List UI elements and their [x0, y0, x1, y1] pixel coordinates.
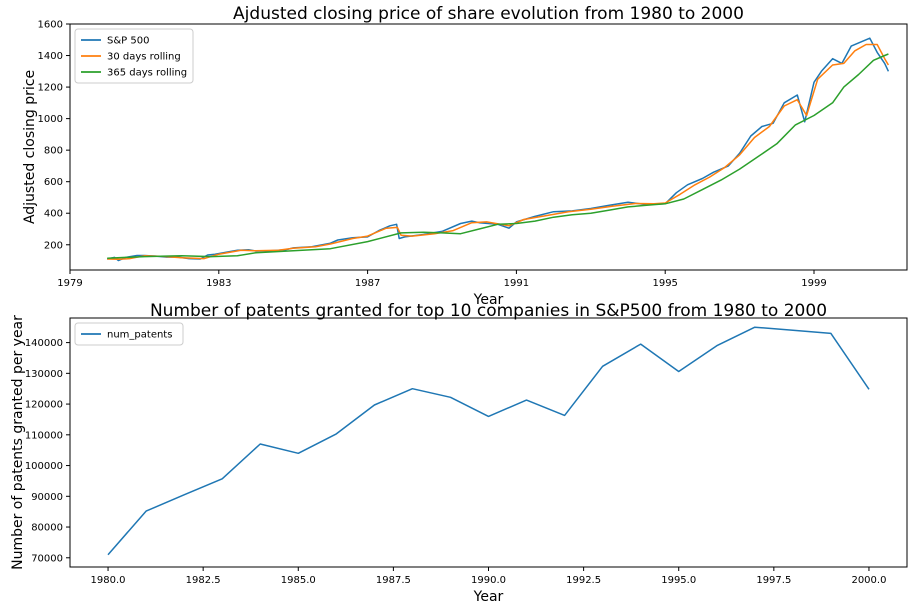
patents-chart-legend: num_patents [75, 323, 183, 345]
patents-chart-series [108, 327, 869, 555]
patents-chart-x-tick-label: 1990.0 [471, 575, 506, 586]
patents-chart-x-axis-label: Year [473, 589, 504, 605]
patents-chart-y-axis-label: Number of patents granted per year [10, 315, 26, 570]
patents-chart-x-tick-label: 1985.0 [281, 575, 316, 586]
price-chart-x-tick-label: 1983 [206, 278, 231, 289]
price-chart-y-tick-label: 400 [44, 209, 63, 220]
price-chart-x-tick-label: 1991 [504, 278, 529, 289]
price-chart-y-tick-label: 200 [44, 240, 63, 251]
price-chart-legend-label-3: 365 days rolling [107, 68, 187, 79]
price-chart-frame [70, 24, 907, 270]
price-chart-series-line-1 [107, 38, 888, 260]
price-chart: Ajdusted closing price of share evolutio… [22, 4, 907, 308]
price-chart-y-axis-label: Adjusted closing price [22, 70, 38, 224]
price-chart-y-tick-label: 1200 [38, 83, 63, 94]
patents-chart-series-line-1 [108, 327, 869, 555]
patents-chart: Number of patents granted for top 10 com… [10, 301, 907, 605]
patents-chart-x-tick-label: 1982.5 [186, 575, 221, 586]
price-chart-series [107, 38, 888, 260]
price-chart-y-tick-label: 600 [44, 177, 63, 188]
patents-chart-ticks: 1980.0 1982.5 1985.0 1987.5 1990.0 1992.5 1995… [25, 338, 887, 586]
patents-chart-y-tick-label: 130000 [25, 369, 63, 380]
patents-chart-legend-label-1: num_patents [107, 330, 172, 341]
patents-chart-x-tick-label: 1992.5 [566, 575, 601, 586]
price-chart-title: Ajdusted closing price of share evolutio… [233, 4, 744, 24]
price-chart-x-tick-label: 1987 [355, 278, 380, 289]
price-chart-series-line-3 [107, 54, 888, 258]
patents-chart-frame [70, 318, 907, 567]
patents-chart-y-tick-label: 70000 [31, 553, 63, 564]
patents-chart-y-tick-label: 80000 [31, 523, 63, 534]
price-chart-x-tick-label: 1979 [57, 278, 82, 289]
price-chart-series-line-2 [107, 45, 888, 260]
price-chart-y-tick-label: 800 [44, 146, 63, 157]
patents-chart-y-tick-label: 90000 [31, 492, 63, 503]
patents-chart-x-tick-label: 1997.5 [756, 575, 791, 586]
price-chart-y-tick-label: 1000 [38, 114, 63, 125]
price-chart-legend-label-2: 30 days rolling [107, 52, 181, 63]
price-chart-x-tick-label: 1995 [652, 278, 677, 289]
price-chart-legend-label-1: S&P 500 [107, 36, 149, 47]
price-chart-legend: S&P 500 30 days rolling 365 days rolling [75, 29, 193, 83]
patents-chart-x-tick-label: 2000.0 [851, 575, 886, 586]
patents-chart-x-tick-label: 1995.0 [661, 575, 696, 586]
patents-chart-x-tick-label: 1987.5 [376, 575, 411, 586]
patents-chart-x-tick-label: 1980.0 [91, 575, 126, 586]
price-chart-y-tick-label: 1400 [38, 51, 63, 62]
patents-chart-y-tick-label: 120000 [25, 400, 63, 411]
patents-chart-y-tick-label: 100000 [25, 461, 63, 472]
price-chart-x-tick-label: 1999 [801, 278, 826, 289]
patents-chart-y-tick-label: 110000 [25, 430, 63, 441]
patents-chart-y-tick-label: 140000 [25, 338, 63, 349]
price-chart-y-tick-label: 1600 [38, 20, 63, 31]
